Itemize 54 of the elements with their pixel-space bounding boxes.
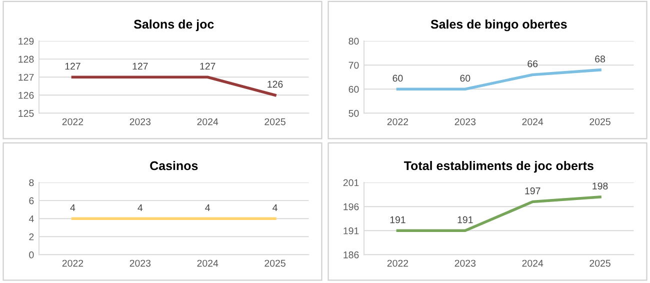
y-tick-label: 186 bbox=[344, 251, 359, 258]
y-tick-label: 129 bbox=[18, 38, 34, 45]
x-tick-label: 2022 bbox=[387, 118, 408, 126]
y-tick-label: 0 bbox=[29, 251, 34, 258]
data-label: 127 bbox=[65, 62, 80, 70]
data-label: 197 bbox=[525, 187, 540, 194]
x-tick-label: 2022 bbox=[62, 260, 84, 267]
x-tick-label: 2024 bbox=[197, 118, 218, 126]
chart-title: Sales de bingo obertes bbox=[430, 19, 567, 32]
y-tick-label: 2 bbox=[29, 233, 34, 240]
y-tick-label: 201 bbox=[343, 179, 359, 186]
data-label: 68 bbox=[595, 56, 606, 62]
data-label: 60 bbox=[392, 74, 403, 82]
x-tick-label: 2025 bbox=[264, 260, 286, 267]
x-tick-label: 2025 bbox=[590, 260, 610, 267]
chart-title: Total establiments de joc oberts bbox=[404, 160, 594, 173]
x-tick-label: 2022 bbox=[62, 118, 84, 126]
data-label: 4 bbox=[205, 204, 210, 212]
x-tick-label: 2023 bbox=[454, 118, 476, 126]
y-tick-label: 191 bbox=[344, 227, 359, 234]
data-label: 126 bbox=[268, 80, 283, 88]
data-label: 191 bbox=[458, 216, 473, 224]
data-label: 198 bbox=[592, 182, 608, 190]
y-tick-label: 80 bbox=[348, 38, 359, 45]
x-tick-label: 2025 bbox=[264, 118, 286, 126]
y-tick-label: 196 bbox=[344, 203, 359, 210]
y-tick-label: 125 bbox=[18, 110, 34, 117]
data-label: 66 bbox=[528, 60, 538, 68]
data-label: 4 bbox=[70, 204, 76, 212]
y-tick-label: 126 bbox=[18, 92, 34, 99]
x-tick-label: 2023 bbox=[130, 260, 151, 267]
y-tick-label: 50 bbox=[348, 110, 359, 117]
y-tick-label: 127 bbox=[18, 74, 34, 81]
x-tick-label: 2023 bbox=[454, 260, 476, 267]
chart-title: Salons de joc bbox=[134, 19, 214, 32]
x-tick-label: 2022 bbox=[387, 260, 408, 267]
data-label: 60 bbox=[460, 74, 470, 82]
data-label: 4 bbox=[272, 204, 278, 212]
y-tick-label: 70 bbox=[348, 62, 359, 69]
y-tick-label: 4 bbox=[28, 215, 34, 222]
data-label: 127 bbox=[132, 62, 148, 70]
x-tick-label: 2024 bbox=[522, 260, 544, 267]
data-label: 4 bbox=[138, 204, 143, 212]
y-tick-label: 6 bbox=[29, 197, 34, 204]
y-tick-label: 8 bbox=[29, 179, 34, 186]
data-label: 127 bbox=[200, 62, 216, 70]
chart-title: Casinos bbox=[150, 160, 198, 170]
y-tick-label: 128 bbox=[18, 56, 34, 63]
x-tick-label: 2024 bbox=[522, 118, 544, 126]
y-tick-label: 60 bbox=[348, 86, 359, 93]
x-tick-label: 2023 bbox=[130, 118, 151, 126]
x-tick-label: 2024 bbox=[197, 260, 218, 267]
x-tick-label: 2025 bbox=[590, 118, 610, 126]
data-label: 191 bbox=[390, 216, 406, 224]
